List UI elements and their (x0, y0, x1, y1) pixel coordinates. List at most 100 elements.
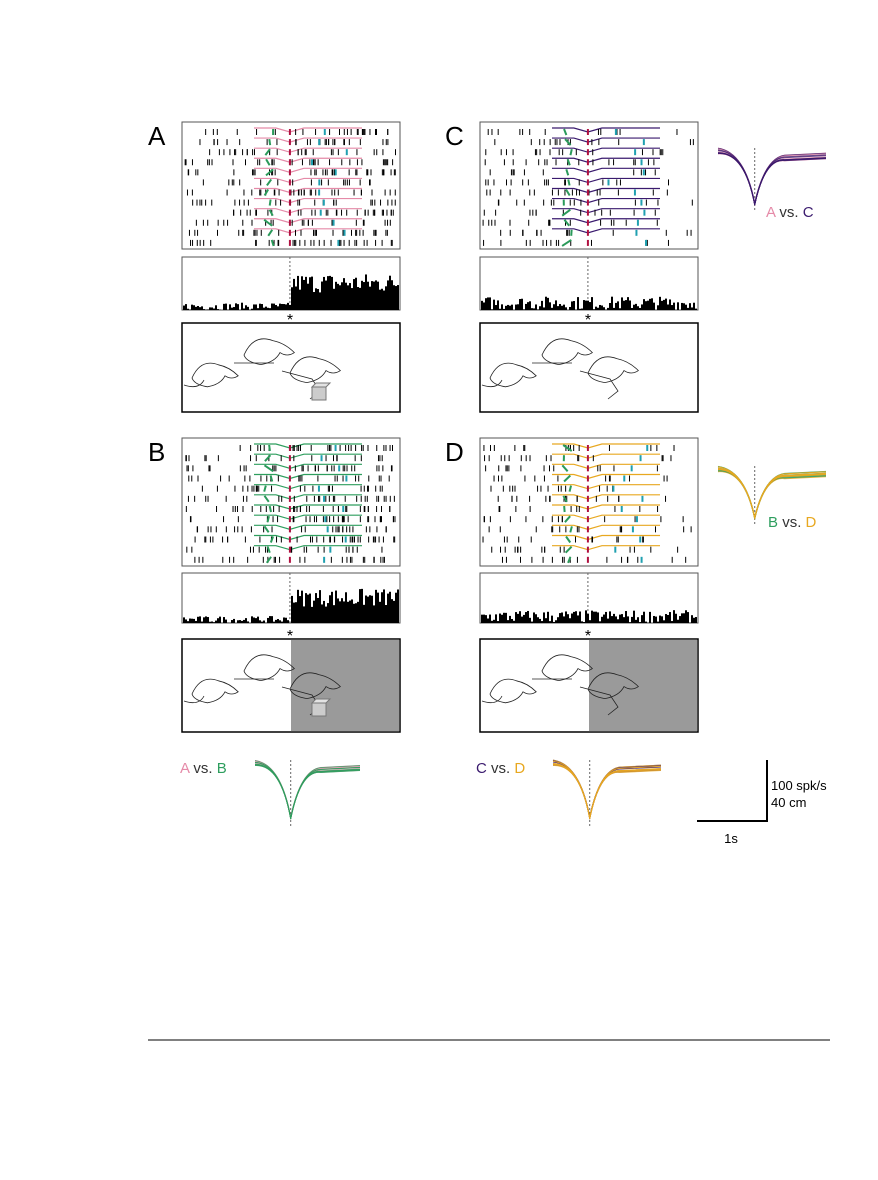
histogram-bar (271, 304, 273, 310)
histogram-bar (297, 590, 299, 623)
histogram-bar (359, 589, 361, 623)
histogram-bar (657, 305, 659, 310)
histogram-bar (299, 290, 301, 310)
event-marker (568, 179, 569, 185)
histogram-bar (287, 303, 289, 310)
histogram-bar (673, 610, 675, 623)
histogram-bar (645, 301, 647, 310)
histogram-bar (629, 622, 631, 623)
histogram-bar (265, 307, 267, 310)
histogram-bar (577, 297, 579, 310)
histogram-bar (629, 301, 631, 310)
histogram-bar (361, 589, 363, 623)
histogram-bar (327, 603, 329, 623)
histogram-bar (317, 598, 319, 623)
histogram-bar (369, 595, 371, 623)
panel-label: D (445, 437, 464, 467)
histogram-bar (609, 303, 611, 310)
histogram-bar (255, 618, 257, 623)
dark-region (291, 640, 399, 732)
histogram-bar (665, 299, 667, 310)
histogram-bar (369, 287, 371, 310)
histogram-bar (657, 622, 659, 623)
histogram-bar (619, 308, 621, 310)
histogram-bar (617, 619, 619, 623)
histogram-bar (511, 305, 513, 310)
histogram-bar (493, 620, 495, 623)
histogram-bar (687, 612, 689, 623)
histogram-bar (533, 308, 535, 310)
histogram-bar (357, 287, 359, 310)
histogram-bar (257, 308, 259, 310)
histogram-bar (355, 603, 357, 623)
histogram-bar (571, 614, 573, 623)
histogram-bar (531, 308, 533, 310)
histogram-bar (231, 308, 233, 310)
histogram-bar (347, 602, 349, 623)
histogram-bar (201, 622, 203, 623)
histogram-bar (311, 607, 313, 623)
histogram-bar (383, 589, 385, 623)
histogram-bar (581, 309, 583, 310)
histogram-bar (669, 612, 671, 623)
histogram-bar (515, 612, 517, 623)
histogram-bar (691, 615, 693, 623)
histogram-bar (315, 593, 317, 623)
histogram-bar (569, 618, 571, 623)
histogram-bar (343, 278, 345, 310)
histogram-bar (535, 304, 537, 310)
histogram-bar (331, 592, 333, 623)
histogram-bar (567, 614, 569, 623)
histogram-bar (649, 612, 651, 623)
histogram-bar (489, 297, 491, 310)
histogram-bar (381, 289, 383, 310)
histogram-bar (633, 611, 635, 623)
histogram-bar (305, 277, 307, 310)
histogram-bar (543, 612, 545, 623)
histogram-bar (501, 304, 503, 310)
histogram-bar (559, 613, 561, 623)
histogram-bar (507, 305, 509, 310)
histogram-bar (379, 602, 381, 623)
histogram-bar (353, 604, 355, 623)
cond: D (514, 760, 525, 777)
histogram-bar (301, 276, 303, 310)
histogram-bar (273, 622, 275, 623)
histogram-bar (687, 308, 689, 310)
histogram-bar (273, 304, 275, 310)
histogram-bar (291, 287, 293, 310)
histogram-bar (573, 612, 575, 623)
histogram-bar (553, 622, 555, 623)
histogram-bar (247, 621, 249, 623)
histogram-bar (661, 301, 663, 310)
histogram-bar (677, 620, 679, 623)
histogram-bar (301, 591, 303, 623)
histogram-bar (231, 620, 233, 623)
histogram-bar (549, 302, 551, 310)
histogram-bar (599, 305, 601, 310)
histogram-bar (605, 612, 607, 623)
histogram-bar (561, 306, 563, 310)
histogram-bar (331, 277, 333, 310)
event-marker (269, 445, 270, 451)
histogram-bar (565, 307, 567, 310)
comparison-label: A vs. C (766, 204, 814, 221)
histogram-bar (373, 605, 375, 623)
histogram-bar (653, 616, 655, 623)
scale-label: 100 spk/s (771, 778, 827, 793)
vs: vs. (193, 760, 212, 777)
histogram-bar (243, 620, 245, 623)
histogram-bar (257, 617, 259, 623)
histogram-bar (495, 305, 497, 310)
comparison-label: B vs. D (768, 514, 817, 531)
histogram-bar (223, 304, 225, 310)
histogram-bar (261, 304, 263, 310)
histogram-bar (693, 303, 695, 310)
histogram-bar (355, 278, 357, 310)
comparison-label: C vs. D (476, 760, 525, 777)
histogram-bar (521, 299, 523, 310)
histogram-bar (307, 284, 309, 310)
histogram-bar (281, 304, 283, 310)
histogram-bar (561, 613, 563, 623)
